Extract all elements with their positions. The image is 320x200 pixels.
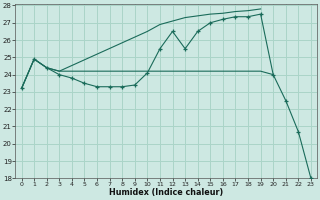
X-axis label: Humidex (Indice chaleur): Humidex (Indice chaleur) — [109, 188, 223, 197]
